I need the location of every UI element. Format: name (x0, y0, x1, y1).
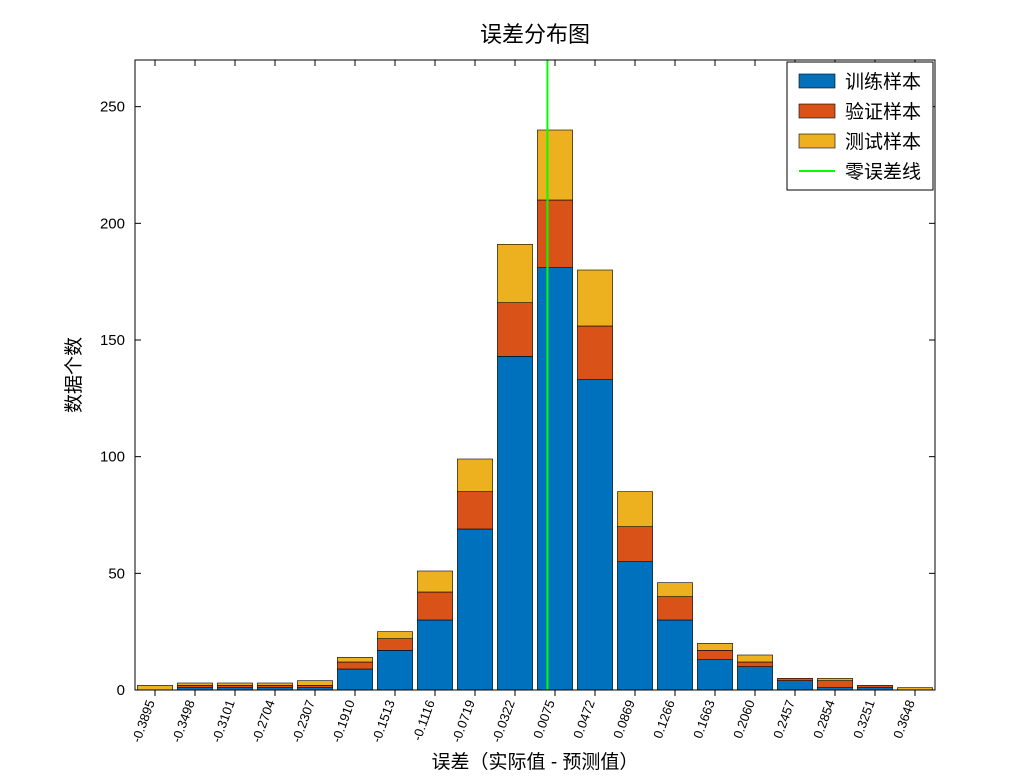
chart-container: 050100150200250-0.3895-0.3498-0.3101-0.2… (0, 0, 1024, 781)
bar-segment (537, 200, 572, 268)
legend-swatch (799, 74, 835, 88)
bar-segment (137, 685, 172, 690)
bar-segment (297, 685, 332, 687)
bar-segment (297, 681, 332, 686)
bar-segment (337, 669, 372, 690)
legend-item-label: 零误差线 (845, 161, 921, 183)
bar-segment (377, 639, 412, 651)
bar-segment (617, 562, 652, 690)
legend-item-label: 验证样本 (845, 101, 921, 123)
bar-segment (697, 643, 732, 650)
chart-title: 误差分布图 (480, 22, 590, 47)
bar-segment (617, 527, 652, 562)
bar-segment (657, 620, 692, 690)
bar-segment (497, 303, 532, 357)
bar-segment (217, 685, 252, 687)
bar-segment (457, 492, 492, 529)
y-tick-label: 150 (100, 332, 125, 349)
bar-segment (537, 130, 572, 200)
bar-segment (377, 632, 412, 639)
bar-segment (457, 459, 492, 492)
bar-segment (697, 660, 732, 690)
bar-segment (417, 571, 452, 592)
bar-segment (257, 683, 292, 685)
bar-segment (737, 655, 772, 662)
bar-segment (817, 681, 852, 688)
bar-segment (217, 683, 252, 685)
bar-segment (817, 678, 852, 680)
bar-segment (657, 583, 692, 597)
bar-segment (177, 683, 212, 685)
legend-swatch (799, 104, 835, 118)
y-tick-label: 0 (117, 682, 125, 699)
bar-segment (777, 678, 812, 680)
bar-segment (417, 592, 452, 620)
bar-segment (497, 356, 532, 690)
bar-segment (497, 244, 532, 302)
bar-segment (177, 685, 212, 687)
bar-segment (857, 685, 892, 687)
bar-segment (617, 492, 652, 527)
bar-segment (657, 597, 692, 620)
bar-segment (377, 650, 412, 690)
bar-segment (737, 667, 772, 690)
bar-segment (577, 326, 612, 380)
y-tick-label: 50 (108, 565, 125, 582)
legend-item-label: 训练样本 (845, 71, 921, 93)
y-tick-label: 250 (100, 99, 125, 116)
y-tick-label: 100 (100, 449, 125, 466)
bar-segment (697, 650, 732, 659)
legend-item-label: 测试样本 (845, 131, 921, 153)
bar-segment (777, 681, 812, 690)
bar-segment (577, 270, 612, 326)
bar-segment (417, 620, 452, 690)
error-histogram-chart: 050100150200250-0.3895-0.3498-0.3101-0.2… (0, 0, 1024, 781)
bar-segment (737, 662, 772, 667)
bar-segment (537, 268, 572, 690)
bar-segment (457, 529, 492, 690)
legend-swatch (799, 134, 835, 148)
bar-segment (577, 380, 612, 690)
bar-segment (337, 662, 372, 669)
bar-segment (257, 685, 292, 687)
bar-segment (337, 657, 372, 662)
x-axis-label: 误差（实际值 - 预测值） (432, 751, 639, 773)
y-axis-label: 数据个数 (63, 337, 85, 413)
legend: 训练样本验证样本测试样本零误差线 (787, 62, 933, 190)
y-tick-label: 200 (100, 215, 125, 232)
